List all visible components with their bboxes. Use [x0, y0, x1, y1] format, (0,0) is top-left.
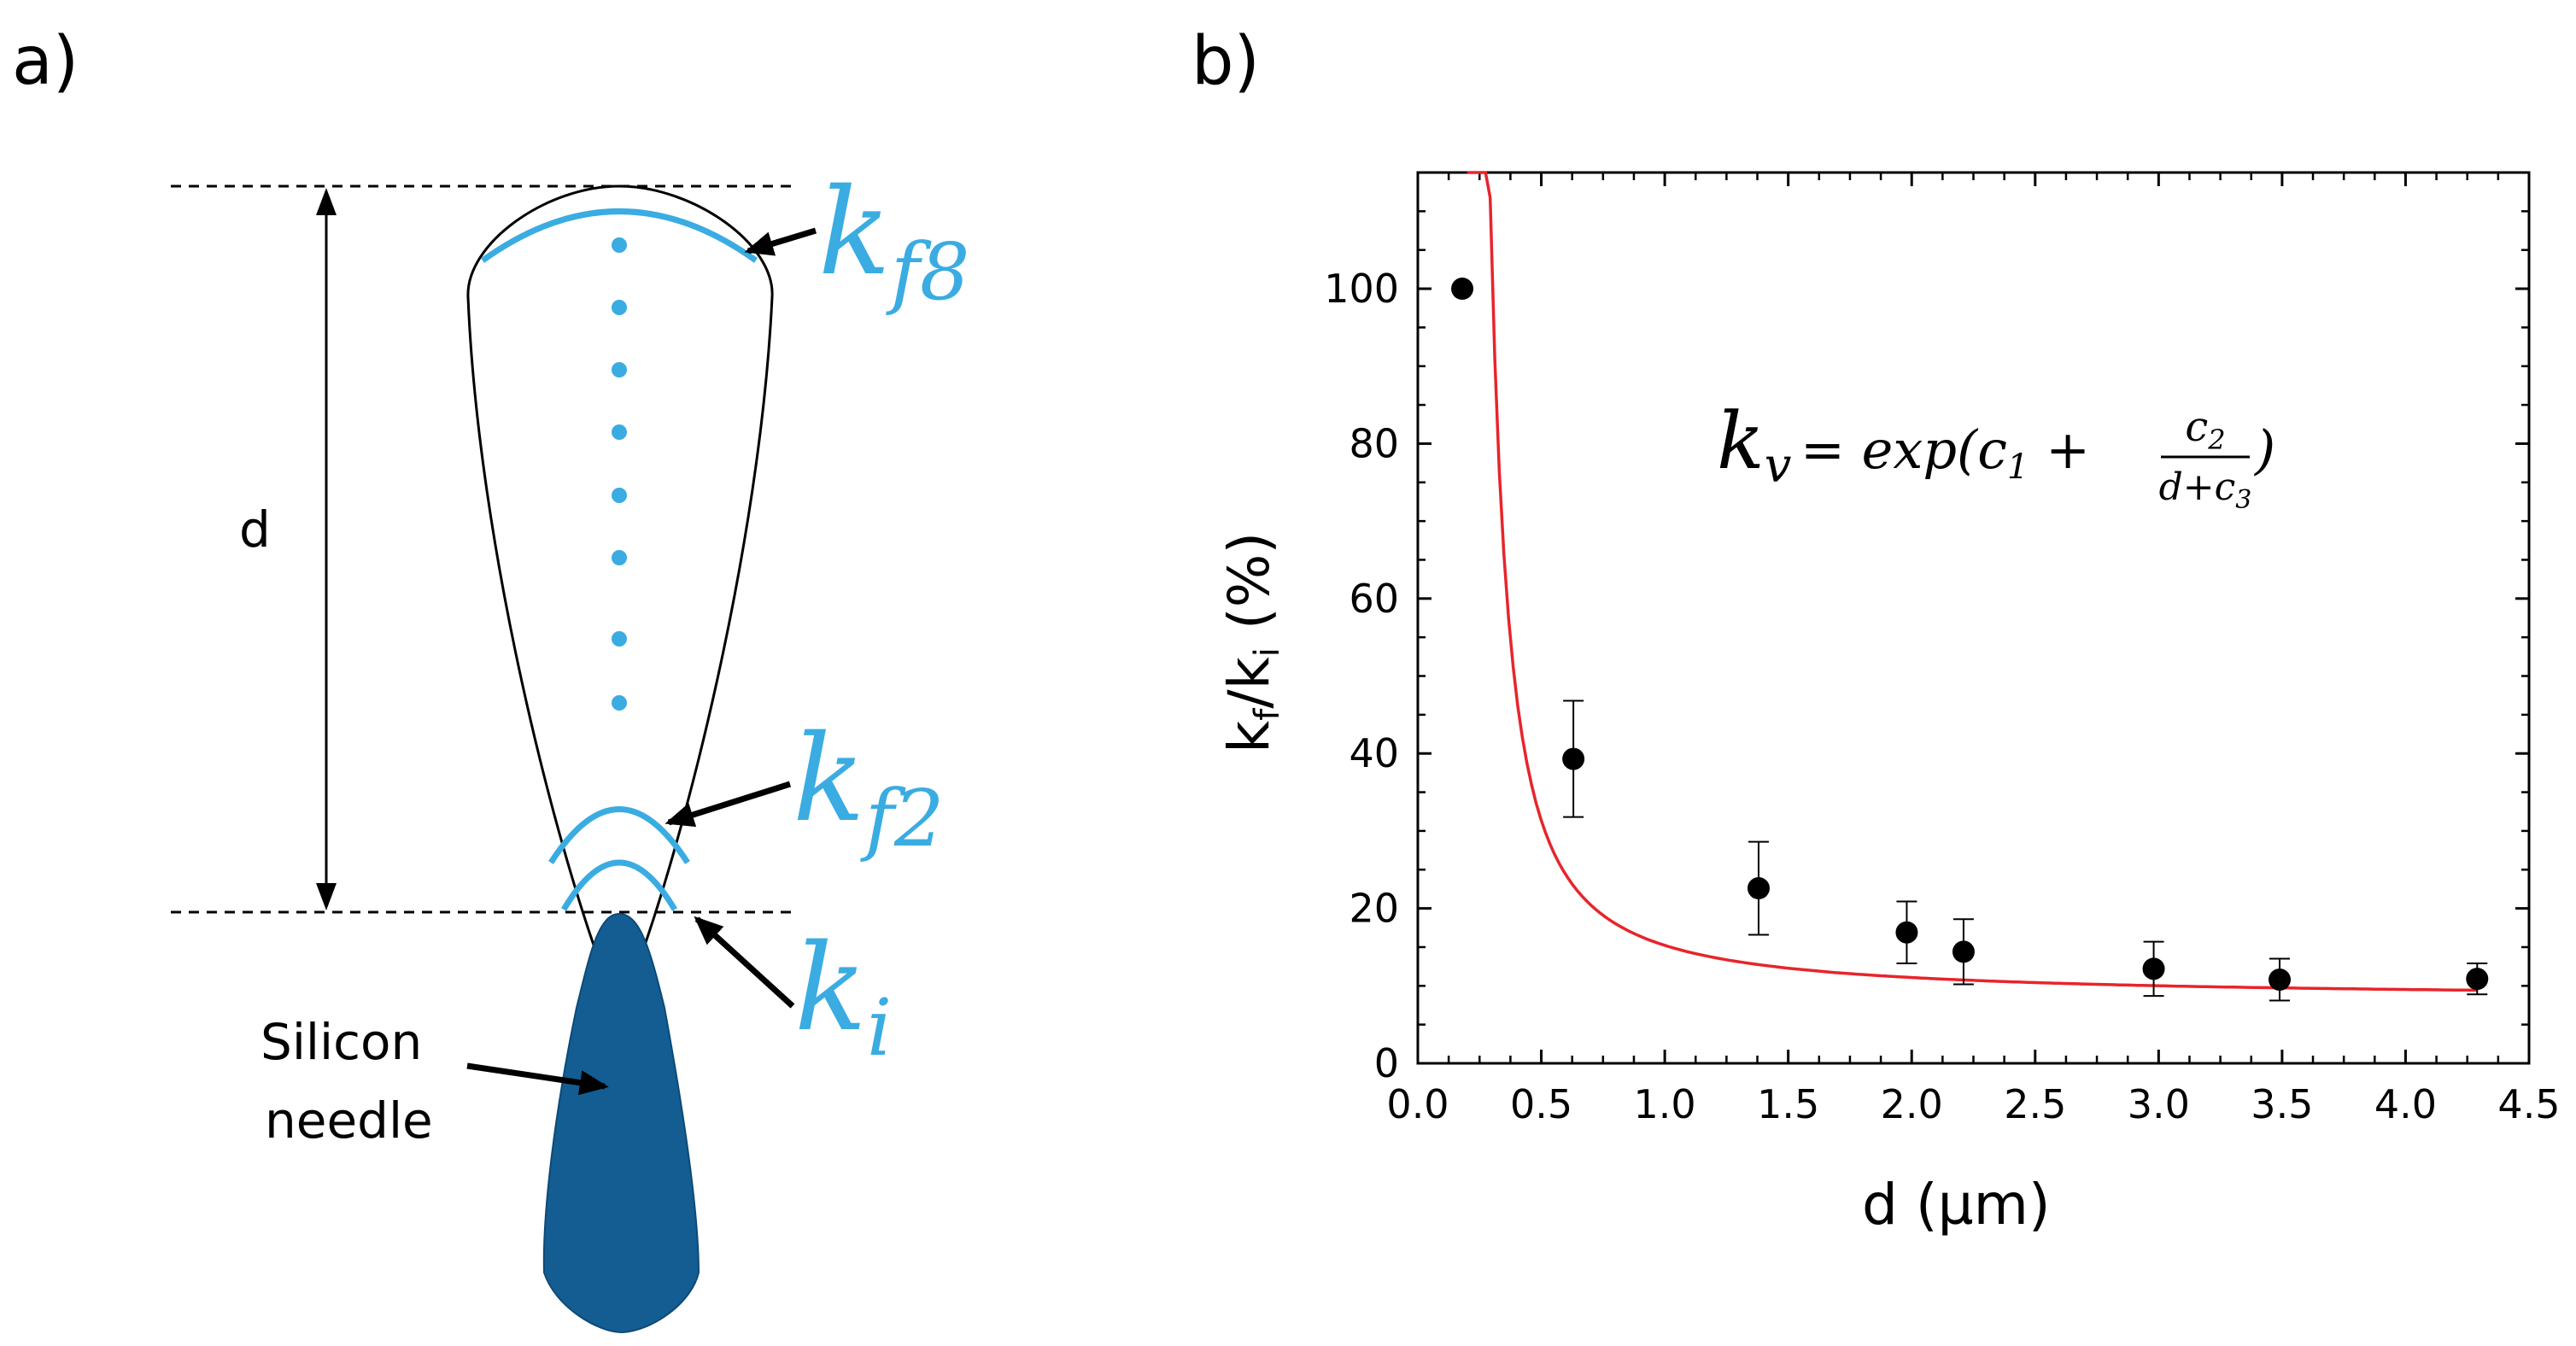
needle-label-line2: needle — [265, 1091, 433, 1150]
y-axis-title: kf/ki (%) — [1216, 532, 1287, 753]
wavefront-f8-arc — [480, 208, 758, 263]
x-tick-label: 1.5 — [1757, 1081, 1819, 1127]
equation-denominator: d+c3 — [2159, 465, 2252, 515]
y-tick-label: 60 — [1349, 576, 1399, 622]
plot-frame — [1416, 171, 2531, 1065]
needle-pointer-arrow — [466, 1062, 609, 1096]
data-point — [1451, 278, 1474, 301]
equation-lhs: kv — [1717, 395, 1792, 494]
kf2-label: kf2 — [793, 710, 944, 864]
x-tick-label: 1.0 — [1634, 1081, 1696, 1127]
needle-label-line1: Silicon — [261, 1013, 422, 1071]
data-point — [1952, 940, 1975, 963]
x-tick-label: 2.5 — [2004, 1081, 2066, 1127]
dimension-label: d — [239, 500, 271, 559]
dimension-arrow-bottom-head — [316, 883, 337, 910]
fit-curve — [1467, 171, 2478, 992]
y-tick-label: 40 — [1349, 730, 1399, 776]
x-tick-label: 0.0 — [1386, 1081, 1449, 1127]
panel-b: b) 0.0 0.5 1.0 1.5 2.0 2.5 3.0 3.5 4.0 4.5 0 20 40 60… — [1191, 23, 2561, 1238]
x-tick-label: 0.5 — [1510, 1081, 1572, 1127]
x-tick-label: 4.5 — [2497, 1081, 2560, 1127]
axis-ticks — [1416, 173, 2531, 1065]
x-axis-title: d (µm) — [1862, 1172, 2051, 1238]
wavefront-f2-arc — [548, 806, 690, 864]
dimension-arrow-top-head — [316, 188, 337, 215]
x-tick-label: 3.5 — [2251, 1081, 2313, 1127]
ki-label: ki — [794, 919, 892, 1074]
panel-a-label: a) — [12, 23, 79, 100]
tick-labels: 0.0 0.5 1.0 1.5 2.0 2.5 3.0 3.5 4.0 4.5 0 20 40 60 80 1… — [1324, 266, 2560, 1127]
panel-a: a) d — [12, 23, 969, 1334]
kf2-pointer-arrow — [664, 781, 792, 828]
y-tick-label: 80 — [1349, 420, 1399, 466]
ki-pointer-arrow — [694, 916, 795, 1009]
data-point — [1562, 747, 1585, 770]
data-point — [1895, 921, 1918, 944]
data-point — [2466, 968, 2489, 991]
data-point — [1747, 877, 1770, 900]
data-points — [1451, 278, 2489, 992]
kf8-label: kf8 — [818, 163, 969, 318]
equation-close-paren: ) — [2253, 418, 2275, 481]
x-tick-label: 2.0 — [1881, 1081, 1943, 1127]
equation-numerator: c2 — [2185, 403, 2225, 456]
data-point — [2268, 969, 2291, 992]
wavefront-dots — [612, 237, 627, 711]
fit-equation: kv = exp(c1 + c2 d+c3 ) — [1717, 395, 2275, 515]
y-tick-label: 0 — [1374, 1040, 1399, 1086]
x-tick-label: 4.0 — [2374, 1081, 2437, 1127]
y-tick-label: 20 — [1349, 886, 1399, 932]
equation-body: = exp(c1 + — [1800, 418, 2090, 487]
wavefront-f1-arc — [560, 859, 678, 911]
kf8-pointer-arrow — [744, 227, 817, 256]
silicon-needle — [542, 912, 700, 1334]
data-point — [2142, 957, 2165, 980]
panel-b-label: b) — [1191, 23, 1260, 100]
y-tick-label: 100 — [1324, 266, 1399, 312]
x-tick-label: 3.0 — [2128, 1081, 2190, 1127]
